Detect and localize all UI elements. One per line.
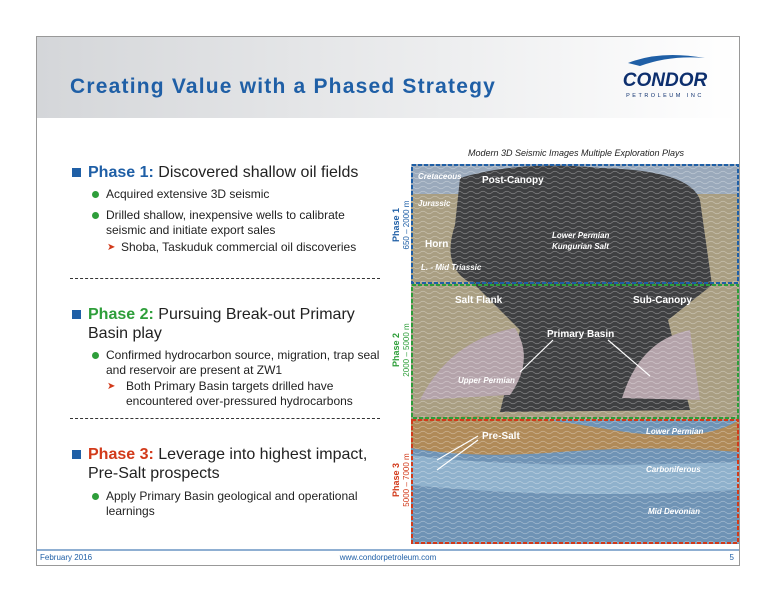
figure-label: Lower Permian bbox=[552, 231, 609, 240]
phase-label: Phase 1: bbox=[88, 164, 154, 181]
logo: CONDOR bbox=[623, 70, 708, 91]
figure-label: Lower Permian bbox=[646, 427, 703, 436]
bullet-text: Apply Primary Basin geological and opera… bbox=[106, 489, 358, 518]
footer-page: 5 bbox=[730, 553, 735, 562]
phase-text: Leverage into highest impact, Pre-Salt p… bbox=[88, 446, 368, 482]
phase-label: Phase 1 bbox=[391, 208, 401, 242]
figure-label: Sub-Canopy bbox=[633, 295, 692, 306]
phase-label: Phase 3 bbox=[391, 463, 401, 497]
figure-label: Primary Basin bbox=[547, 329, 614, 340]
header-band bbox=[37, 37, 739, 118]
bullet bbox=[92, 212, 99, 219]
figure-label: L. - Mid Triassic bbox=[421, 263, 482, 272]
slide-border bbox=[36, 36, 740, 566]
phase-heading: Phase 3: Leverage into highest impact, P… bbox=[88, 445, 368, 483]
figure-caption: Modern 3D Seismic Images Multiple Explor… bbox=[468, 148, 685, 158]
figure-label: Carboniferous bbox=[646, 465, 701, 474]
figure-label: Pre-Salt bbox=[482, 431, 520, 442]
bullet bbox=[72, 450, 81, 459]
phase-heading: Phase 2: Pursuing Break-out Primary Basi… bbox=[88, 305, 388, 343]
bullet bbox=[72, 310, 81, 319]
figure-label: Cretaceous bbox=[418, 172, 462, 181]
bullet-text: Confirmed hydrocarbon source, migration,… bbox=[106, 348, 380, 377]
bullet bbox=[92, 352, 99, 359]
figure-label: Horn bbox=[425, 239, 448, 250]
figure-label: Kungurian Salt bbox=[552, 242, 609, 251]
footer-url: www.condorpetroleum.com bbox=[339, 553, 437, 562]
phase-label: Phase 2: bbox=[88, 306, 154, 323]
phase-depth: 5000 – 7000 m bbox=[402, 453, 411, 507]
bullet bbox=[92, 191, 99, 198]
phase-text: Pursuing Break-out Primary Basin play bbox=[88, 306, 355, 342]
bullet-text: Drilled shallow, inexpensive wells to ca… bbox=[106, 208, 345, 237]
phase-depth: 650 – 2000 m bbox=[402, 200, 411, 249]
figure-label: Jurassic bbox=[418, 199, 451, 208]
sub-bullet-text: Both Primary Basin targets drilled have … bbox=[126, 379, 353, 408]
bullet bbox=[72, 168, 81, 177]
sub-bullet: ➤ bbox=[107, 242, 116, 253]
bullet-text: Acquired extensive 3D seismic bbox=[106, 187, 270, 201]
sub-bullet: ➤ bbox=[107, 381, 116, 392]
phase-text: Discovered shallow oil fields bbox=[158, 164, 359, 181]
figure-label: Upper Permian bbox=[458, 376, 515, 385]
phase-label: Phase 2 bbox=[391, 333, 401, 367]
phase-depth: 2000 – 5000 m bbox=[402, 323, 411, 377]
footer-date: February 2016 bbox=[40, 553, 93, 562]
sub-bullet-text: Shoba, Taskuduk commercial oil discoveri… bbox=[121, 240, 357, 254]
phase-label: Phase 3: bbox=[88, 446, 154, 463]
separator bbox=[70, 418, 380, 419]
figure-label: Post-Canopy bbox=[482, 175, 544, 186]
logo-swoosh bbox=[628, 54, 705, 66]
figure-label: Mid Devonian bbox=[648, 507, 700, 516]
title: Creating Value with a Phased Strategy bbox=[70, 75, 496, 98]
seismic-image bbox=[411, 164, 739, 544]
separator bbox=[70, 278, 380, 279]
bullet bbox=[92, 493, 99, 500]
phase-heading: Phase 1: Discovered shallow oil fields bbox=[88, 163, 388, 182]
figure-label: Salt Flank bbox=[455, 295, 503, 306]
logo-sub: PETROLEUM INC bbox=[626, 93, 704, 99]
